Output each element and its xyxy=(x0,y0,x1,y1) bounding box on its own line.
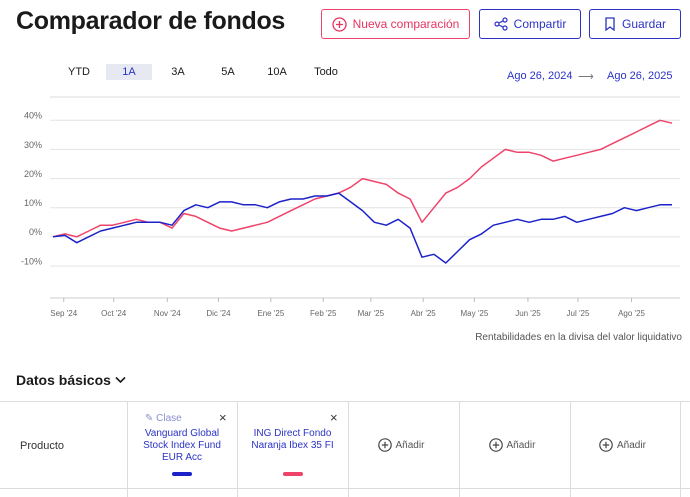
add-label: Añadir xyxy=(506,439,536,451)
table-border xyxy=(0,488,690,489)
plus-icon xyxy=(599,438,613,452)
y-tick-label: 30% xyxy=(24,140,42,150)
y-tick-label: 0% xyxy=(29,227,42,237)
arrow: ⟶ xyxy=(578,71,594,83)
range-tab[interactable]: 5A xyxy=(221,66,235,78)
range-tab[interactable]: 1A xyxy=(106,64,152,80)
chart: -10% 0% 10% 20% 30% 40% Sep '24 Oct '24 Nov '24 D… xyxy=(21,96,680,318)
remove-button[interactable]: × xyxy=(330,410,338,425)
fund-name[interactable]: ING Direct Fondo Naranja Ibex 35 FI xyxy=(251,428,334,451)
new-comparison-button[interactable]: Nueva comparación xyxy=(321,9,470,39)
series-line xyxy=(52,192,672,264)
column-divider xyxy=(459,402,460,497)
column-divider xyxy=(680,402,681,497)
button-label: Compartir xyxy=(513,17,567,31)
share-icon xyxy=(494,17,508,31)
end-date[interactable]: Ago 26, 2025 xyxy=(607,70,673,82)
button-label: Nueva comparación xyxy=(352,17,460,31)
x-tick-label: Mar '25 xyxy=(358,309,385,318)
y-tick-label: 20% xyxy=(24,169,42,179)
bookmark-icon xyxy=(605,17,615,31)
add-button[interactable]: Añadir xyxy=(488,438,536,452)
range-tab[interactable]: 10A xyxy=(267,66,287,78)
x-tick-label: Jul '25 xyxy=(567,309,590,318)
column-divider xyxy=(237,402,238,497)
save-button[interactable]: Guardar xyxy=(589,9,681,39)
column-divider xyxy=(570,402,571,497)
plus-icon xyxy=(488,438,503,452)
y-tick-label: 40% xyxy=(24,111,42,121)
fund-name[interactable]: Vanguard Global Stock Index Fund EUR Acc xyxy=(143,428,221,463)
range-tab[interactable]: YTD xyxy=(68,66,90,78)
class-label[interactable]: ✎ Clase xyxy=(145,413,182,424)
share-button[interactable]: Compartir xyxy=(479,9,581,39)
add-label: Añadir xyxy=(617,439,646,451)
chevron xyxy=(115,376,126,384)
x-tick-label: Ene '25 xyxy=(257,309,284,318)
range-tab[interactable]: Todo xyxy=(314,66,338,78)
x-tick-label: Nov '24 xyxy=(154,309,181,318)
column-divider xyxy=(127,402,128,497)
plus-icon xyxy=(377,438,392,452)
page-title: Comparador de fondos xyxy=(16,7,286,35)
add-button[interactable]: Añadir xyxy=(599,438,646,452)
section-title-text: Datos básicos xyxy=(16,372,111,388)
x-tick-label: Abr '25 xyxy=(411,309,437,318)
x-tick-label: Sep '24 xyxy=(50,309,77,318)
add-button[interactable]: Añadir xyxy=(377,438,425,452)
y-tick-label: -10% xyxy=(21,256,42,266)
series-color xyxy=(172,472,192,476)
row-label: Producto xyxy=(20,440,65,452)
section-title[interactable]: Datos básicos xyxy=(16,372,126,388)
x-tick-label: Dic '24 xyxy=(206,309,231,318)
x-tick-label: Feb '25 xyxy=(310,309,337,318)
plus-icon xyxy=(331,16,347,32)
range-tab[interactable]: 3A xyxy=(171,66,185,78)
remove-button[interactable]: × xyxy=(219,410,227,425)
series-color xyxy=(282,472,303,476)
start-date[interactable]: Ago 26, 2024 xyxy=(507,70,573,82)
y-tick-label: 10% xyxy=(24,198,42,208)
button-label: Guardar xyxy=(621,17,667,31)
x-tick-label: Oct '24 xyxy=(101,309,127,318)
class-text: Clase xyxy=(156,413,182,424)
table-border xyxy=(0,401,690,402)
add-label: Añadir xyxy=(395,439,425,451)
column-divider xyxy=(348,402,349,497)
x-tick-label: Jun '25 xyxy=(515,309,541,318)
x-tick-label: Ago '25 xyxy=(618,309,645,318)
x-tick-label: May '25 xyxy=(461,309,489,318)
chart-note: Rentabilidades en la divisa del valor li… xyxy=(475,332,682,343)
